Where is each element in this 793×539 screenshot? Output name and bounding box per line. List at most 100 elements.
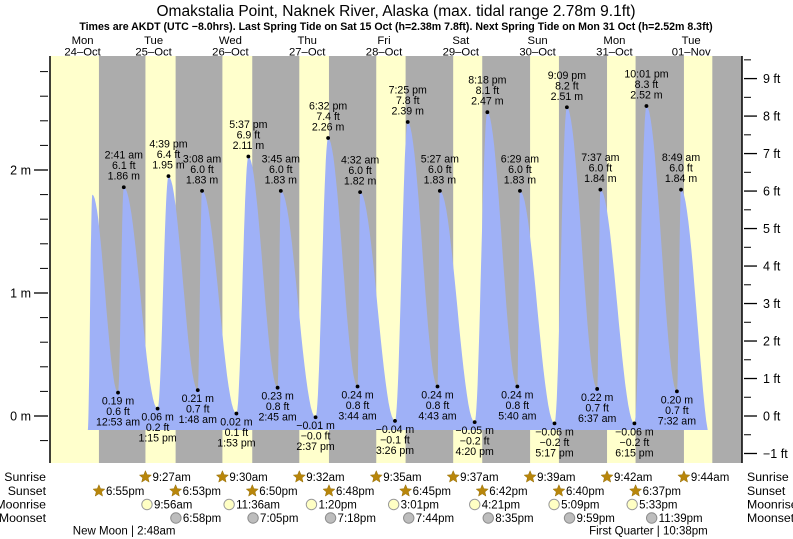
right-tick-label: 5 ft (763, 222, 781, 236)
low-tide-point (393, 419, 397, 423)
row-label-right-moonset: Moonset (747, 511, 793, 525)
low-tide-label-line: 0.8 ft (506, 400, 530, 412)
sunset-star-icon (398, 484, 413, 497)
low-tide-label-line: 0.8 ft (266, 401, 290, 413)
high-tide-label-line: 7.8 ft (396, 95, 420, 107)
day-date-label: 27–Oct (289, 47, 326, 59)
low-tide-label-line: 3:26 pm (376, 445, 414, 457)
sunset-time: 6:55pm (106, 486, 144, 498)
high-tide-label-line: 3:08 am (183, 153, 221, 165)
low-tide-label-line: 7:32 am (658, 415, 696, 427)
high-tide-label-line: 6.0 ft (589, 163, 613, 175)
low-tide-label-line: −0.2 ft (540, 437, 570, 449)
high-tide-point (679, 187, 683, 192)
low-tide-label-line: 0.20 m (661, 394, 694, 406)
high-tide-point (485, 110, 490, 115)
low-tide-label-line: 5:40 am (498, 410, 536, 422)
moonset-icon (170, 512, 182, 524)
high-tide-label-line: 2.39 m (392, 106, 425, 118)
right-tick-label: 2 ft (763, 335, 781, 349)
low-tide-label-line: −0.0 ft (301, 431, 331, 443)
row-label-right-moonrise: Moonrise (747, 498, 793, 512)
high-tide-label-line: 6.0 ft (269, 164, 293, 176)
low-tide-label-line: 0.02 m (220, 417, 253, 429)
low-tide-label-line: 0.24 m (341, 389, 374, 401)
sunrise-star-icon (369, 470, 383, 483)
high-tide-label-line: 3:45 am (262, 153, 300, 165)
moonrise-time: 9:56am (154, 500, 192, 512)
right-tick-label: 8 ft (763, 110, 781, 124)
sunrise-star-icon (677, 470, 691, 483)
low-tide-label-line: 1:48 am (179, 414, 217, 426)
moonrise-icon (223, 498, 235, 511)
high-tide-label-line: 5:27 am (421, 153, 459, 165)
moonrise-icon (626, 498, 638, 511)
low-tide-label-line: 3:44 am (338, 410, 376, 422)
moonset-time: 11:39pm (659, 513, 703, 525)
right-tick-label: 9 ft (763, 72, 781, 86)
low-tide-point (313, 415, 318, 420)
low-tide-label-line: 0.7 ft (186, 404, 210, 416)
high-tide-point (405, 120, 410, 124)
low-tide-label-line: 4:43 am (418, 410, 456, 422)
low-tide-label-line: 1:15 pm (138, 433, 176, 445)
sunrise-star-icon (138, 470, 153, 483)
low-tide-point (355, 384, 360, 389)
day-date-label: 29–Oct (443, 47, 480, 59)
sunset-star-icon (245, 484, 259, 497)
high-tide-label-line: 6:29 am (501, 153, 539, 165)
high-tide-label-line: 1.86 m (108, 171, 141, 183)
sunset-time: 6:45pm (413, 486, 451, 498)
high-tide-label-line: 8.1 ft (476, 85, 500, 97)
high-tide-point (121, 185, 126, 190)
low-tide-label-line: 0.8 ft (426, 400, 450, 412)
row-label-left-moonrise: Moonrise (0, 498, 46, 512)
row-label-right-sunset: Sunset (747, 484, 786, 498)
high-tide-label-line: 8:49 am (662, 152, 700, 164)
high-tide-point (326, 136, 331, 140)
moonset-time: 6:58pm (183, 513, 221, 525)
high-tide-label-line: 7:25 pm (389, 85, 427, 97)
low-tide-label-line: −0.06 m (535, 426, 574, 438)
moonrise-icon (305, 498, 318, 511)
low-tide-label-line: 0.24 m (421, 389, 454, 401)
moonrise-time: 3:01pm (401, 500, 439, 512)
sunset-time: 6:50pm (259, 486, 297, 498)
high-tide-point (564, 105, 569, 110)
high-tide-label-line: 7.4 ft (316, 111, 340, 123)
row-label-left-moonset: Moonset (0, 511, 47, 525)
sunrise-star-icon (446, 470, 460, 483)
low-tide-point (515, 384, 520, 389)
low-tide-label-line: 0.6 ft (106, 406, 130, 418)
low-tide-label-line: −0.2 ft (460, 436, 490, 448)
row-label-left-sunset: Sunset (8, 484, 47, 498)
high-tide-label-line: 1.83 m (265, 174, 298, 186)
moonset-icon (563, 512, 576, 524)
high-tide-point (358, 190, 363, 195)
low-tide-label-line: 2:45 am (258, 412, 296, 424)
day-date-label: 26–Oct (212, 47, 249, 59)
moonrise-time: 5:09pm (561, 500, 599, 512)
chart-title: Omakstalia Point, Naknek River, Alaska (… (157, 3, 636, 20)
moonset-time: 7:44pm (416, 513, 454, 525)
moonset-icon (645, 512, 658, 524)
sunset-star-icon (168, 484, 183, 497)
day-date-label: 01–Nov (672, 47, 711, 59)
high-tide-label-line: 2.26 m (312, 122, 345, 134)
moon-phase-label: New Moon | 2:48am (73, 526, 176, 538)
axes: 0 m 1 m 2 m −1 ft 0 ft 1 ft 2 ft 3 ft 4 ft 5 ft 6 … (10, 56, 788, 463)
low-tide-label-line: 0.21 m (182, 393, 215, 405)
moonrise-time: 1:20pm (318, 500, 356, 512)
high-tide-point (278, 189, 283, 193)
moonrise-icon (387, 498, 400, 511)
high-tide-label-line: 2.47 m (471, 96, 504, 108)
high-tide-label-line: 6.1 ft (112, 160, 136, 172)
high-tide-point (598, 187, 603, 192)
sunset-time: 6:48pm (336, 486, 374, 498)
high-tide-label-line: 2:41 am (105, 150, 143, 162)
low-tide-point (155, 406, 160, 411)
low-tide-label-line: 0.19 m (102, 396, 135, 408)
low-tide-label-line: 0.22 m (581, 392, 614, 404)
high-tide-label-line: 6.0 ft (428, 164, 452, 176)
